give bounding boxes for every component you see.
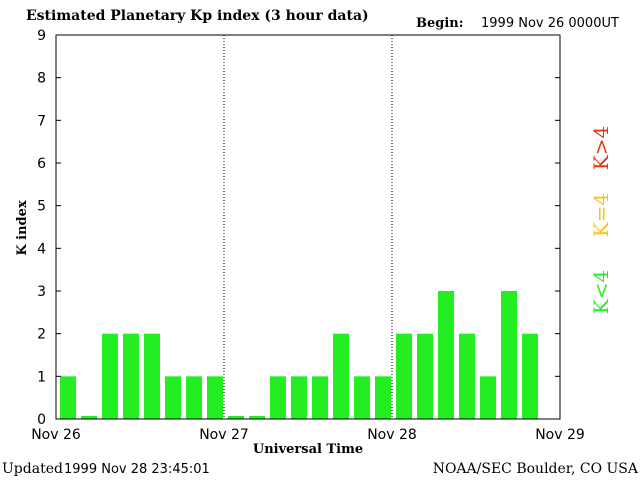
y-tick-label: 1 [37, 369, 46, 385]
x-tick-label: Nov 27 [199, 427, 249, 443]
kp-bar [207, 376, 223, 419]
kp-bar [123, 333, 139, 419]
kp-bar [333, 333, 349, 419]
y-axis-title: K index [15, 200, 30, 256]
kp-bar [396, 333, 412, 419]
credit-text: NOAA/SEC Boulder, CO USA [432, 461, 638, 477]
kp-bar [417, 333, 433, 419]
kp-bar [81, 416, 97, 419]
kp-bar [165, 376, 181, 419]
y-tick-label: 8 [37, 71, 46, 87]
legend-below: K<4 [589, 270, 613, 314]
y-tick-label: 7 [37, 113, 46, 129]
kp-bar [522, 333, 538, 419]
begin-label: Begin: [416, 16, 464, 31]
x-axis-title: Universal Time [253, 442, 363, 457]
kp-bar [354, 376, 370, 419]
kp-bar [60, 376, 76, 419]
legend-above: K>4 [589, 126, 613, 170]
begin-value: 1999 Nov 26 0000UT [481, 16, 619, 31]
kp-bar [480, 376, 496, 419]
updated-label: Updated [2, 461, 63, 477]
kp-bar [249, 416, 265, 419]
y-tick-label: 9 [37, 28, 46, 44]
kp-bar [291, 376, 307, 419]
x-tick-label: Nov 29 [535, 427, 585, 443]
kp-bar [459, 333, 475, 419]
updated-value: 1999 Nov 28 23:45:01 [64, 462, 210, 477]
kp-bar [312, 376, 328, 419]
y-tick-label: 0 [37, 412, 46, 428]
y-tick-label: 6 [37, 156, 46, 172]
kp-bar [375, 376, 391, 419]
y-tick-label: 2 [37, 327, 46, 343]
kp-bar [228, 416, 244, 419]
y-tick-label: 5 [37, 199, 46, 215]
kp-bar [144, 333, 160, 419]
x-tick-label: Nov 26 [31, 427, 81, 443]
x-tick-label: Nov 28 [367, 427, 417, 443]
y-tick-label: 4 [37, 241, 46, 257]
legend-equal: K=4 [589, 193, 613, 237]
plot-frame [55, 34, 561, 420]
kp-bar [186, 376, 202, 419]
y-tick-label: 3 [37, 284, 46, 300]
kp-bar [102, 333, 118, 419]
kp-bar [501, 291, 517, 419]
chart-title: Estimated Planetary Kp index (3 hour dat… [26, 8, 369, 24]
kp-bar [438, 291, 454, 419]
kp-bar [270, 376, 286, 419]
